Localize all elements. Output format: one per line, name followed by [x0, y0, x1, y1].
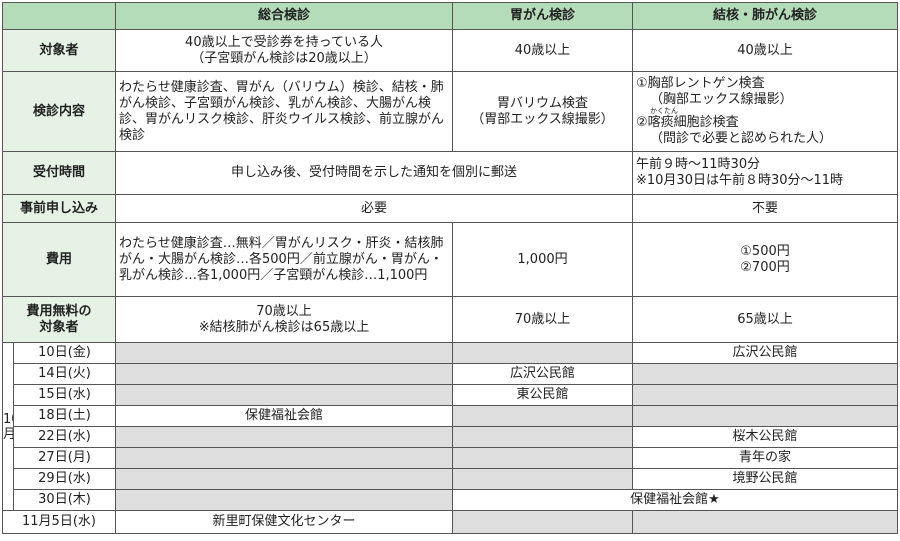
header-row: 総合検診 胃がん検診 結核・肺がん検診: [2, 2, 898, 30]
schedule-row: 14日(火) 広沢公民館: [3, 363, 898, 385]
header-blank: [2, 2, 116, 30]
label-content: 検診内容: [2, 71, 116, 152]
label-target: 対象者: [2, 29, 116, 72]
header-stomach: 胃がん検診: [452, 2, 633, 30]
text-line: （問診で必要と認められた人）: [650, 131, 833, 146]
venue-stomach: 広沢公民館: [452, 363, 633, 385]
venue-stomach: 東公民館: [452, 384, 633, 406]
venue-general: [115, 447, 453, 469]
text-line: 胃バリウム検査: [496, 95, 588, 111]
header-lung: 結核・肺がん検診: [632, 2, 898, 30]
date-cell: 10日(金): [13, 342, 116, 364]
row-cost: 費用 わたらせ健康診査…無料／胃がんリスク・肝炎・結核肺がん・大腸がん検診…各5…: [2, 222, 898, 297]
text-line: 40歳以上で受診券を持っている人: [185, 34, 383, 50]
date-cell: 11月5日(水): [2, 510, 116, 534]
venue-stomach: [452, 510, 633, 534]
venue-general: [115, 342, 453, 364]
venue-stomach: [452, 426, 633, 448]
venue-stomach: [452, 468, 633, 490]
label-cost: 費用: [2, 222, 116, 297]
venue-general: [115, 426, 453, 448]
reception-general-stomach: 申し込み後、受付時間を示した通知を個別に郵送: [115, 151, 633, 195]
label-free: 費用無料の 対象者: [2, 296, 116, 343]
cost-stomach: 1,000円: [452, 222, 633, 297]
venue-lung: [632, 363, 898, 385]
row-content: 検診内容 わたらせ健康診査、胃がん（バリウム）検診、結核・肺がん検診、子宮頸がん…: [2, 71, 898, 152]
text-line: 午前９時～11時30分: [636, 157, 761, 172]
venue-stomach: [452, 405, 633, 427]
reception-lung: 午前９時～11時30分 ※10月30日は午前８時30分～11時: [632, 151, 898, 195]
date-cell: 30日(木): [13, 489, 116, 511]
date-cell: 15日(水): [13, 384, 116, 406]
target-lung: 40歳以上: [632, 29, 898, 72]
month-label: 10月: [2, 342, 14, 511]
venue-general: [115, 363, 453, 385]
free-general: 70歳以上 ※結核肺がん検診は65歳以上: [115, 296, 453, 343]
date-cell: 22日(水): [13, 426, 116, 448]
schedule-row: 22日(水) 桜木公民館: [3, 426, 898, 448]
cost-lung: ①500円 ②700円: [632, 222, 898, 297]
venue-stomach-lung: 保健福祉会館★: [452, 489, 898, 511]
text-line: ②喀痰細胞診検査: [636, 115, 739, 130]
date-cell: 29日(水): [13, 468, 116, 490]
venue-general: [115, 468, 453, 490]
target-general: 40歳以上で受診券を持っている人 （子宮頸がん検診は20歳以上）: [115, 29, 453, 72]
row-free: 費用無料の 対象者 70歳以上 ※結核肺がん検診は65歳以上 70歳以上 65歳以上: [2, 296, 898, 343]
text-line: ①500円: [740, 243, 790, 259]
date-cell: 27日(月): [13, 447, 116, 469]
target-stomach: 40歳以上: [452, 29, 633, 72]
venue-general: [115, 489, 453, 511]
free-lung: 65歳以上: [632, 296, 898, 343]
preapply-lung: 不要: [632, 194, 898, 223]
text-line: ②700円: [740, 259, 790, 275]
date-cell: 14日(火): [13, 363, 116, 385]
venue-stomach: [452, 447, 633, 469]
schedule-row: 27日(月) 青年の家: [3, 447, 898, 469]
date-cell: 18日(土): [13, 405, 116, 427]
text-line: ①胸部レントゲン検査: [636, 76, 765, 91]
content-lung: ①胸部レントゲン検査 （胸部エックス線撮影） かくたん ②喀痰細胞診検査 （問診…: [632, 71, 898, 152]
venue-general: [115, 384, 453, 406]
text-line: （胃部エックス線撮影）: [471, 111, 614, 127]
schedule-row: 15日(水) 東公民館: [3, 384, 898, 406]
venue-lung: 桜木公民館: [632, 426, 898, 448]
venue-stomach: [452, 342, 633, 364]
row-preapply: 事前申し込み 必要 不要: [2, 194, 898, 223]
ruby-text: かくたん: [650, 107, 678, 115]
text-line: ※10月30日は午前８時30分～11時: [636, 173, 844, 188]
schedule-row: 18日(土) 保健福祉会館: [3, 405, 898, 427]
venue-lung: 境野公民館: [632, 468, 898, 490]
venue-lung: 広沢公民館: [632, 342, 898, 364]
row-reception: 受付時間 申し込み後、受付時間を示した通知を個別に郵送 午前９時～11時30分 ※…: [2, 151, 898, 195]
venue-lung: [632, 510, 898, 534]
text-line: 対象者: [39, 319, 79, 335]
header-general: 総合検診: [115, 2, 453, 30]
content-general: わたらせ健康診査、胃がん（バリウム）検診、結核・肺がん検診、子宮頸がん検診、乳が…: [115, 71, 453, 152]
text-line: 70歳以上: [256, 303, 312, 319]
venue-general: 新里町保健文化センター: [115, 510, 453, 534]
schedule-row: 29日(水) 境野公民館: [3, 468, 898, 490]
venue-lung: [632, 405, 898, 427]
row-target: 対象者 40歳以上で受診券を持っている人 （子宮頸がん検診は20歳以上） 40歳以…: [2, 29, 898, 72]
label-preapply: 事前申し込み: [2, 194, 116, 223]
venue-general: 保健福祉会館: [115, 405, 453, 427]
schedule-row-november: 11月5日(水) 新里町保健文化センター: [2, 510, 898, 534]
text-line: （胸部エックス線撮影）: [650, 92, 793, 107]
preapply-general-stomach: 必要: [115, 194, 633, 223]
cost-general: わたらせ健康診査…無料／胃がんリスク・肝炎・結核肺がん・大腸がん検診…各500円…: [115, 222, 453, 297]
text-line: （子宮頸がん検診は20歳以上）: [191, 50, 377, 66]
venue-lung: [632, 384, 898, 406]
schedule-row: 10月 10日(金) 広沢公民館: [2, 342, 898, 511]
text-line: 費用無料の: [26, 303, 92, 319]
content-stomach: 胃バリウム検査 （胃部エックス線撮影）: [452, 71, 633, 152]
schedule-row: 30日(木) 保健福祉会館★: [3, 489, 898, 511]
free-stomach: 70歳以上: [452, 296, 633, 343]
text-line: ※結核肺がん検診は65歳以上: [198, 319, 370, 335]
checkup-table: 総合検診 胃がん検診 結核・肺がん検診 対象者 40歳以上で受診券を持っている人…: [2, 2, 898, 534]
venue-lung: 青年の家: [632, 447, 898, 469]
label-reception: 受付時間: [2, 151, 116, 195]
